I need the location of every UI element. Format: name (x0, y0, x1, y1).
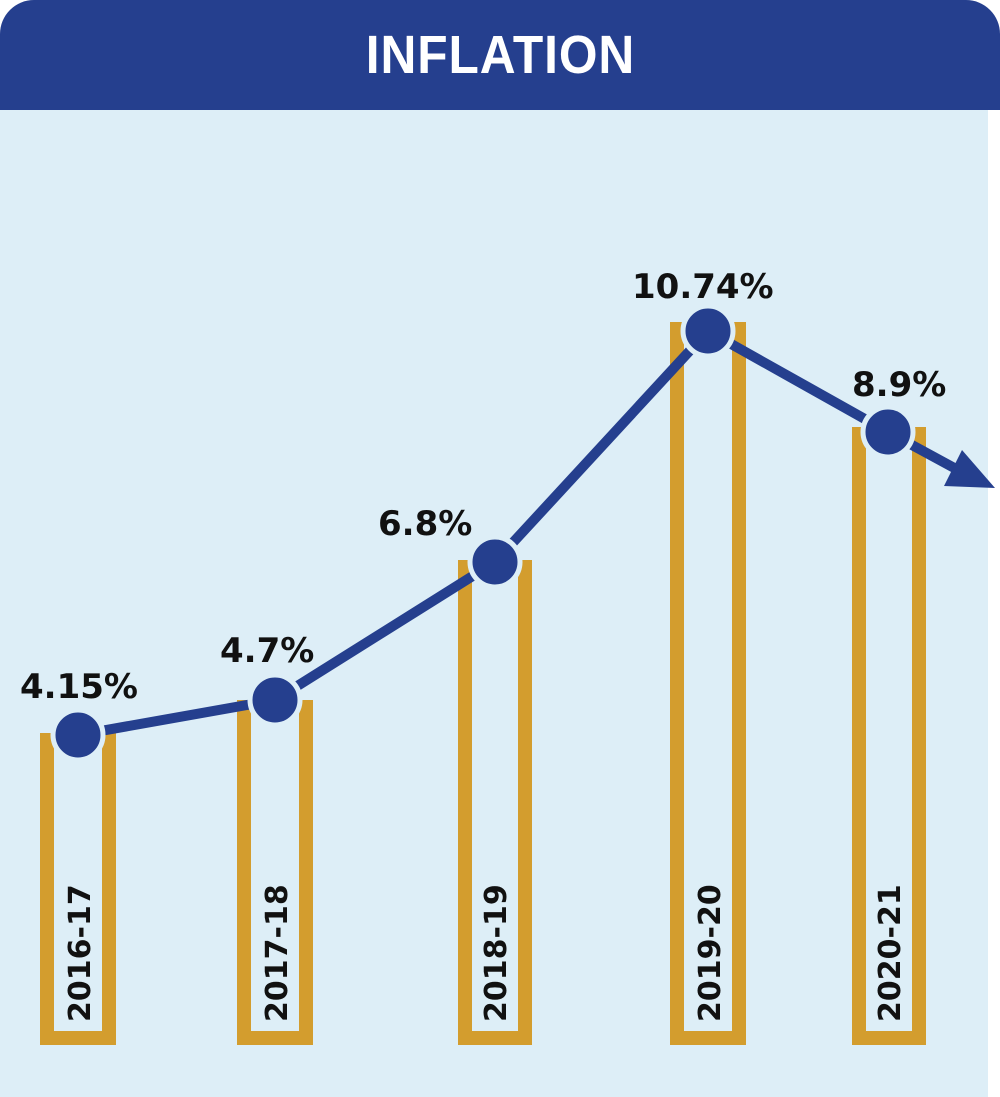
bar-2016-17 (40, 733, 116, 1045)
value-label: 8.9% (852, 365, 946, 405)
year-label: 2019-20 (693, 884, 728, 1022)
chart-title: INFLATION (365, 25, 635, 85)
bar-2020-21 (852, 427, 926, 1045)
year-label: 2018-19 (479, 884, 514, 1022)
trend-line (77, 326, 891, 740)
chart-header: INFLATION (0, 0, 1000, 110)
bars (40, 322, 926, 1045)
year-label: 2020-21 (873, 884, 908, 1022)
point-2019-20 (680, 303, 736, 359)
point-2017-18 (247, 672, 303, 728)
bar-2018-19 (458, 560, 532, 1045)
value-label: 4.15% (20, 667, 138, 707)
point-2018-19 (467, 534, 523, 590)
value-label: 4.7% (220, 631, 314, 671)
value-label: 10.74% (632, 267, 774, 307)
value-label: 6.8% (378, 504, 472, 544)
trend-arrow-head-icon (944, 450, 995, 488)
chart-area (0, 110, 988, 1097)
point-2020-21 (860, 404, 916, 460)
year-label: 2017-18 (260, 884, 295, 1022)
point-2016-17 (50, 707, 106, 763)
data-points (50, 303, 916, 763)
year-label: 2016-17 (63, 884, 98, 1022)
bar-2019-20 (670, 322, 746, 1045)
bar-2017-18 (237, 700, 313, 1045)
